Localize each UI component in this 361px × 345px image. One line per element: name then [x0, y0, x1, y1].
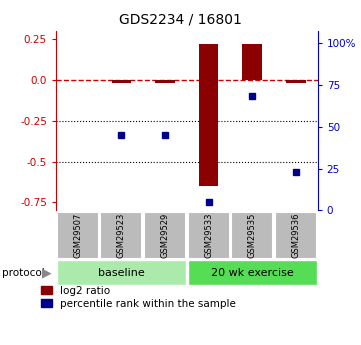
Bar — [57, 260, 186, 285]
Bar — [275, 212, 317, 259]
Text: GSM29529: GSM29529 — [161, 213, 170, 258]
Bar — [57, 212, 99, 259]
Bar — [188, 260, 317, 285]
Bar — [112, 80, 131, 83]
Bar — [286, 80, 306, 83]
Bar — [188, 212, 230, 259]
Text: GSM29523: GSM29523 — [117, 213, 126, 258]
Text: GSM29533: GSM29533 — [204, 213, 213, 258]
Text: protocol: protocol — [2, 268, 44, 277]
Bar — [231, 212, 273, 259]
Bar — [199, 44, 218, 186]
Bar — [100, 212, 142, 259]
Text: GDS2234 / 16801: GDS2234 / 16801 — [119, 12, 242, 26]
Bar — [144, 212, 186, 259]
Text: baseline: baseline — [98, 268, 145, 277]
Text: 20 wk exercise: 20 wk exercise — [211, 268, 293, 277]
Bar — [243, 44, 262, 80]
Legend: log2 ratio, percentile rank within the sample: log2 ratio, percentile rank within the s… — [41, 286, 236, 309]
Text: ▶: ▶ — [42, 266, 52, 279]
Text: GSM29536: GSM29536 — [291, 213, 300, 258]
Text: GSM29535: GSM29535 — [248, 213, 257, 258]
Bar — [155, 80, 175, 83]
Text: GSM29507: GSM29507 — [73, 213, 82, 258]
